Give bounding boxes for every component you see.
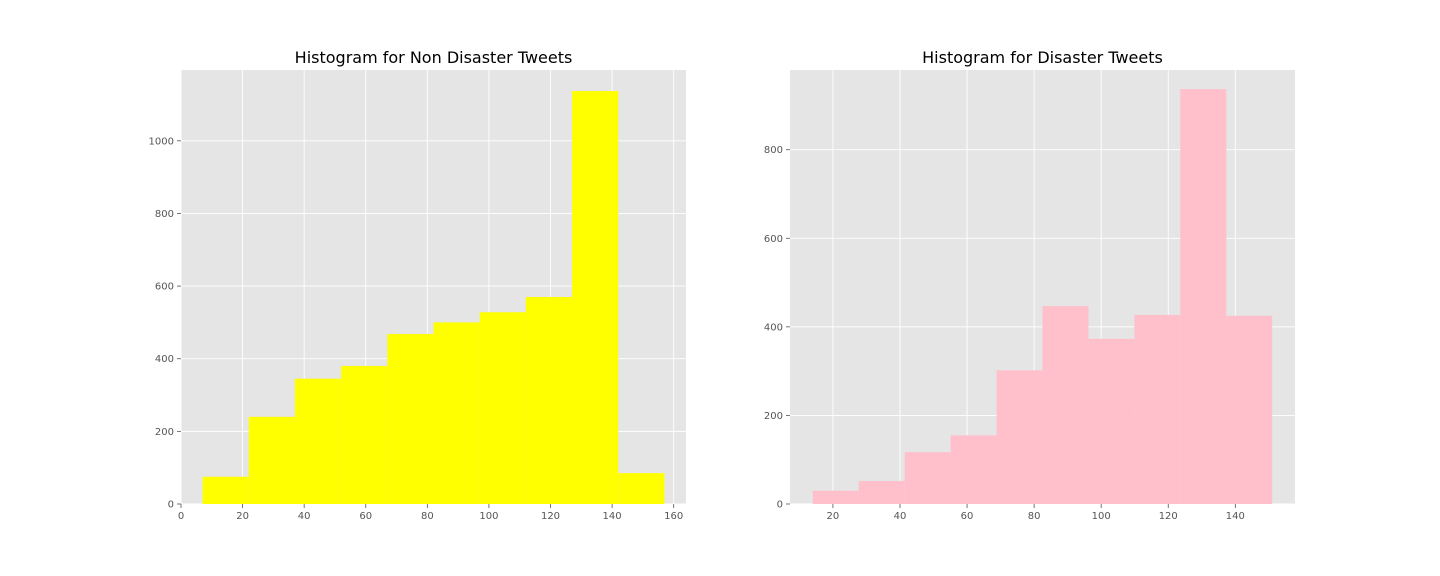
- histogram-bar: [1226, 315, 1273, 504]
- y-tick-label: 200: [155, 427, 174, 438]
- y-tick-label: 600: [764, 234, 783, 245]
- non-disaster-histogram: Histogram for Non Disaster Tweets 0 20 40 6…: [149, 48, 686, 522]
- y-tick-label: 800: [764, 145, 783, 156]
- histogram-bar: [387, 334, 434, 504]
- histogram-bar: [618, 473, 665, 504]
- x-tick-label: 160: [664, 511, 683, 522]
- chart-title: Histogram for Non Disaster Tweets: [295, 48, 573, 67]
- x-tick-label: 80: [421, 511, 434, 522]
- x-tick-label: 40: [298, 511, 311, 522]
- histogram-bar: [858, 480, 905, 504]
- y-tick-label: 200: [764, 411, 783, 422]
- histogram-bar: [812, 490, 859, 504]
- histogram-bar: [1042, 306, 1089, 504]
- x-tick-label: 60: [359, 511, 372, 522]
- histogram-bar: [904, 452, 951, 504]
- y-tick-label: 800: [155, 209, 174, 220]
- histogram-bar: [950, 435, 997, 504]
- y-tick-label: 0: [777, 500, 783, 511]
- y-tick-label: 400: [155, 354, 174, 365]
- histogram-bar: [1088, 338, 1135, 504]
- histogram-bar: [479, 312, 526, 504]
- x-tick-label: 140: [1226, 511, 1245, 522]
- x-tick-label: 120: [541, 511, 560, 522]
- histogram-bar: [996, 370, 1043, 504]
- chart-title: Histogram for Disaster Tweets: [922, 48, 1163, 67]
- x-tick-label: 120: [1159, 511, 1178, 522]
- x-tick-label: 20: [236, 511, 249, 522]
- y-tick-label: 0: [168, 500, 174, 511]
- histogram-bar: [525, 296, 573, 504]
- histogram-bar: [341, 365, 388, 504]
- x-tick-label: 140: [603, 511, 622, 522]
- x-tick-label: 60: [961, 511, 974, 522]
- histogram-bar: [202, 476, 249, 504]
- x-tick-label: 100: [1092, 511, 1111, 522]
- x-tick-label: 40: [894, 511, 907, 522]
- histogram-bar: [433, 322, 480, 504]
- histogram-bar: [1134, 314, 1181, 504]
- histogram-bar: [294, 378, 342, 504]
- x-tick-label: 80: [1028, 511, 1041, 522]
- histogram-bar: [572, 91, 619, 504]
- x-tick-label: 100: [479, 511, 498, 522]
- histogram-bar: [248, 416, 295, 504]
- histogram-bar: [1180, 89, 1227, 505]
- x-tick-label: 20: [827, 511, 840, 522]
- y-tick-label: 400: [764, 322, 783, 333]
- y-tick-label: 1000: [149, 136, 174, 147]
- disaster-histogram: Histogram for Disaster Tweets 20 40 60 80 10…: [764, 48, 1295, 522]
- x-tick-label: 0: [178, 511, 184, 522]
- y-tick-label: 600: [155, 282, 174, 293]
